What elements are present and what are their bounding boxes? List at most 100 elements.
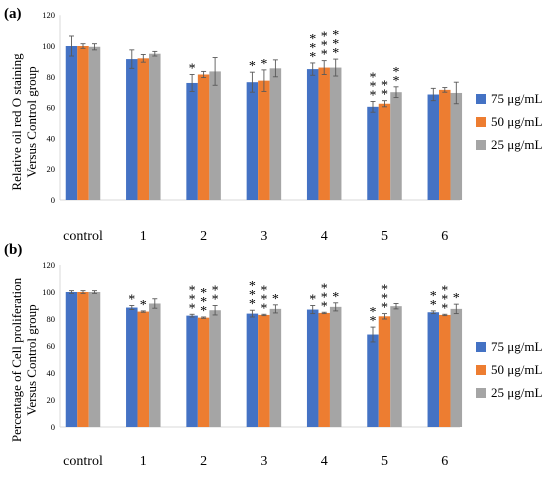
significance-star: *	[381, 283, 388, 298]
y-tick-label: 0	[51, 195, 55, 205]
significance-star: *	[272, 292, 279, 307]
bar	[450, 308, 463, 427]
significance-star: *	[332, 37, 339, 52]
significance-star: *	[212, 293, 219, 308]
significance-star: *	[321, 299, 328, 314]
y-tick-label: 40	[47, 133, 56, 143]
bar	[258, 80, 270, 200]
legend-swatch	[476, 94, 486, 104]
significance-star: *	[332, 290, 339, 305]
significance-star: *	[249, 288, 256, 303]
significance-star: *	[189, 301, 196, 316]
significance-star: *	[430, 298, 437, 313]
y-tick-label: 0	[51, 422, 55, 432]
bar	[246, 82, 259, 200]
bar	[427, 312, 440, 427]
significance-star: *	[332, 46, 339, 61]
bar	[126, 59, 138, 201]
significance-star: *	[189, 292, 196, 307]
significance-star: *	[321, 281, 328, 296]
bar	[329, 67, 342, 200]
significance-star: *	[370, 305, 377, 320]
x-tick-label: 5	[381, 454, 388, 469]
significance-star: *	[260, 301, 267, 316]
significance-star: *	[260, 57, 267, 72]
panel-a-label: (a)	[4, 6, 22, 22]
x-tick-label: control	[63, 454, 103, 469]
x-tick-label: 4	[321, 454, 328, 469]
significance-star: *	[212, 284, 219, 299]
bar	[137, 311, 150, 427]
legend-swatch	[476, 140, 486, 150]
bar	[390, 306, 402, 427]
bar	[367, 106, 379, 200]
x-tick-label: 1	[140, 454, 147, 469]
y-tick-label: 120	[42, 260, 55, 270]
significance-star: *	[309, 293, 316, 308]
bar	[186, 315, 198, 427]
significance-star: *	[249, 279, 256, 294]
bar	[209, 310, 221, 427]
bar	[390, 92, 402, 200]
bar	[318, 67, 330, 200]
legend-swatch	[476, 388, 486, 398]
x-tick-label: 1	[140, 229, 147, 244]
x-tick-label: 6	[441, 229, 448, 244]
bar	[367, 334, 379, 427]
x-tick-label: 2	[200, 229, 207, 244]
significance-star: *	[441, 292, 448, 307]
y-tick-label: 120	[42, 10, 55, 20]
bar	[269, 308, 282, 427]
bar	[439, 314, 451, 427]
bar	[77, 292, 89, 427]
significance-star: *	[393, 65, 400, 80]
bar	[65, 292, 78, 427]
legend-label: 25 μg/mL	[491, 385, 542, 400]
legend-label: 50 μg/mL	[491, 362, 542, 377]
significance-star: *	[200, 304, 207, 319]
significance-star: *	[381, 292, 388, 307]
significance-star: *	[128, 293, 135, 308]
bar	[65, 46, 78, 200]
bar	[269, 68, 282, 200]
bar	[77, 46, 89, 200]
bar	[209, 71, 221, 200]
panel-a: (a) Relative oil red O staining Versus C…	[4, 6, 542, 244]
x-tick-label: control	[63, 229, 103, 244]
significance-star: *	[430, 289, 437, 304]
y-tick-label: 40	[47, 368, 56, 378]
x-tick-label: 6	[441, 454, 448, 469]
legend-label: 50 μg/mL	[491, 114, 542, 129]
bar	[88, 292, 101, 427]
significance-star: *	[260, 292, 267, 307]
bar	[186, 82, 198, 200]
y-tick-label: 100	[42, 41, 55, 51]
legend-swatch	[476, 117, 486, 127]
significance-star: *	[309, 32, 316, 47]
legend-label: 75 μg/mL	[491, 339, 542, 354]
bar	[88, 46, 101, 200]
significance-star: *	[441, 301, 448, 316]
y-tick-label: 100	[42, 287, 55, 297]
bar	[246, 313, 259, 427]
significance-star: *	[393, 74, 400, 89]
significance-star: *	[249, 59, 256, 74]
bar	[149, 53, 161, 201]
significance-star: *	[200, 286, 207, 301]
bar	[427, 94, 440, 200]
legend-label: 25 μg/mL	[491, 137, 542, 152]
significance-star: *	[370, 314, 377, 329]
panel-b-label: (b)	[4, 242, 22, 258]
y-tick-label: 80	[47, 72, 56, 82]
significance-star: *	[321, 30, 328, 45]
significance-star: *	[370, 79, 377, 94]
x-tick-label: 2	[200, 454, 207, 469]
significance-star: *	[200, 295, 207, 310]
panel-b-ylabel-line1: Percentage of Cell proliferation	[9, 277, 24, 442]
y-tick-label: 80	[47, 314, 56, 324]
bar	[258, 314, 270, 427]
panel-b-ylabel-line2: Versus Control group	[24, 304, 39, 415]
significance-star: *	[453, 291, 460, 306]
significance-star: *	[189, 61, 196, 76]
